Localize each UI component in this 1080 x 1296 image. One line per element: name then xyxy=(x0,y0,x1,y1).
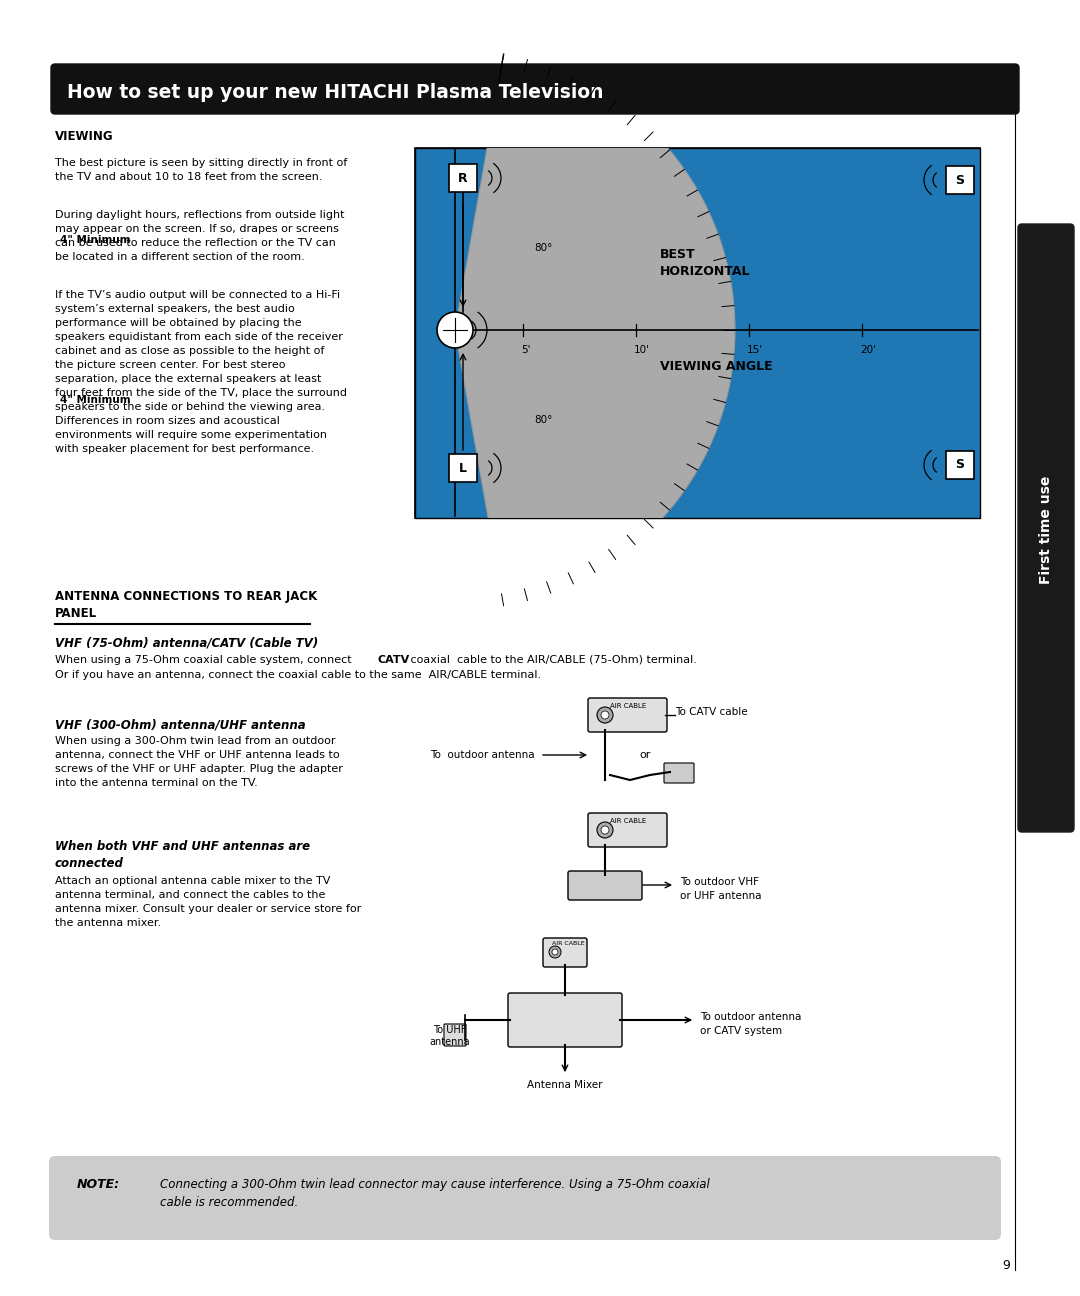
FancyBboxPatch shape xyxy=(415,148,980,518)
Text: L: L xyxy=(459,461,467,474)
Text: 4" Minimum: 4" Minimum xyxy=(60,395,131,404)
Circle shape xyxy=(600,826,609,835)
Text: 20': 20' xyxy=(860,345,876,355)
Text: HORIZONTAL: HORIZONTAL xyxy=(660,264,751,279)
Text: VHF (300-Ohm) antenna/UHF antenna: VHF (300-Ohm) antenna/UHF antenna xyxy=(55,718,306,731)
FancyBboxPatch shape xyxy=(1018,224,1074,832)
Text: 5': 5' xyxy=(521,345,530,355)
FancyBboxPatch shape xyxy=(51,64,1020,114)
Text: The best picture is seen by sitting directly in front of
the TV and about 10 to : The best picture is seen by sitting dire… xyxy=(55,158,348,181)
Text: During daylight hours, reflections from outside light
may appear on the screen. : During daylight hours, reflections from … xyxy=(55,210,345,262)
Text: To CATV cable: To CATV cable xyxy=(675,708,747,717)
Text: 15': 15' xyxy=(746,345,762,355)
Text: When using a 75-Ohm coaxial cable system, connect: When using a 75-Ohm coaxial cable system… xyxy=(55,654,355,665)
Text: First time use: First time use xyxy=(1039,476,1053,584)
Text: When both VHF and UHF antennas are: When both VHF and UHF antennas are xyxy=(55,840,310,853)
Text: Connecting a 300-Ohm twin lead connector may cause interference. Using a 75-Ohm : Connecting a 300-Ohm twin lead connector… xyxy=(160,1178,710,1191)
Text: To outdoor VHF: To outdoor VHF xyxy=(680,877,759,886)
Wedge shape xyxy=(455,54,735,605)
FancyBboxPatch shape xyxy=(444,1024,465,1046)
Text: CATV: CATV xyxy=(377,654,409,665)
Text: or: or xyxy=(639,750,650,759)
Text: When using a 300-Ohm twin lead from an outdoor
antenna, connect the VHF or UHF a: When using a 300-Ohm twin lead from an o… xyxy=(55,736,342,788)
Text: 10': 10' xyxy=(634,345,650,355)
Circle shape xyxy=(549,946,561,958)
Text: cable is recommended.: cable is recommended. xyxy=(160,1196,298,1209)
Text: AIR CABLE: AIR CABLE xyxy=(610,818,646,824)
FancyBboxPatch shape xyxy=(49,1156,1001,1240)
FancyBboxPatch shape xyxy=(664,763,694,783)
Text: R: R xyxy=(458,171,468,184)
Text: 4" Minimum: 4" Minimum xyxy=(60,235,131,245)
Text: If the TV’s audio output will be connected to a Hi-Fi
system’s external speakers: If the TV’s audio output will be connect… xyxy=(55,290,347,454)
Text: 9: 9 xyxy=(1002,1258,1010,1271)
FancyBboxPatch shape xyxy=(415,148,980,518)
FancyBboxPatch shape xyxy=(508,993,622,1047)
FancyBboxPatch shape xyxy=(946,451,974,480)
Circle shape xyxy=(597,708,613,723)
Text: 80°: 80° xyxy=(534,415,552,425)
Circle shape xyxy=(600,712,609,719)
Text: coaxial  cable to the AIR/CABLE (75-Ohm) terminal.: coaxial cable to the AIR/CABLE (75-Ohm) … xyxy=(407,654,697,665)
Text: S: S xyxy=(956,174,964,187)
Text: VIEWING ANGLE: VIEWING ANGLE xyxy=(660,360,772,373)
Text: S: S xyxy=(956,459,964,472)
Text: ANTENNA CONNECTIONS TO REAR JACK: ANTENNA CONNECTIONS TO REAR JACK xyxy=(55,590,318,603)
Text: PANEL: PANEL xyxy=(55,607,97,619)
Text: AIR CABLE: AIR CABLE xyxy=(610,702,646,709)
Text: VIEWING: VIEWING xyxy=(55,130,113,143)
Text: or CATV system: or CATV system xyxy=(700,1026,782,1036)
Text: How to set up your new HITACHI Plasma Television: How to set up your new HITACHI Plasma Te… xyxy=(67,83,604,102)
FancyBboxPatch shape xyxy=(449,165,477,192)
Text: Or if you have an antenna, connect the coaxial cable to the same  AIR/CABLE term: Or if you have an antenna, connect the c… xyxy=(55,670,541,680)
FancyBboxPatch shape xyxy=(588,699,667,732)
FancyBboxPatch shape xyxy=(946,166,974,194)
FancyBboxPatch shape xyxy=(588,813,667,848)
FancyBboxPatch shape xyxy=(543,938,588,967)
Text: Antenna Mixer: Antenna Mixer xyxy=(527,1080,603,1090)
Text: VHF (75-Ohm) antenna/CATV (Cable TV): VHF (75-Ohm) antenna/CATV (Cable TV) xyxy=(55,636,319,649)
Text: AIR CABLE: AIR CABLE xyxy=(552,941,584,946)
Text: or UHF antenna: or UHF antenna xyxy=(680,892,761,901)
Text: BEST: BEST xyxy=(660,248,696,260)
Text: To outdoor antenna: To outdoor antenna xyxy=(700,1012,801,1023)
Text: connected: connected xyxy=(55,857,124,870)
Circle shape xyxy=(437,312,473,349)
FancyBboxPatch shape xyxy=(568,871,642,899)
Circle shape xyxy=(597,822,613,839)
Text: To UHF
antenna: To UHF antenna xyxy=(430,1025,470,1047)
Text: To  outdoor antenna: To outdoor antenna xyxy=(430,750,535,759)
Circle shape xyxy=(552,949,558,955)
Text: Attach an optional antenna cable mixer to the TV
antenna terminal, and connect t: Attach an optional antenna cable mixer t… xyxy=(55,876,361,928)
Text: NOTE:: NOTE: xyxy=(77,1178,120,1191)
Text: 80°: 80° xyxy=(534,244,552,253)
FancyBboxPatch shape xyxy=(449,454,477,482)
